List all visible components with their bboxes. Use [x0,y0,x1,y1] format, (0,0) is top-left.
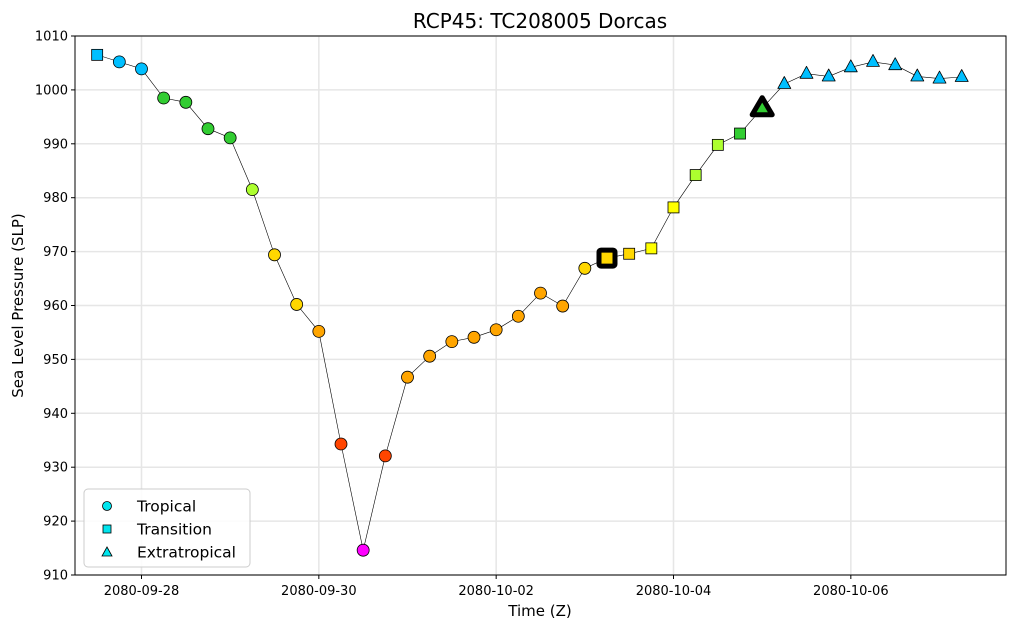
data-point [821,68,836,82]
data-point [667,201,680,214]
y-tick-label: 940 [43,407,68,422]
y-tick-label: 920 [43,515,68,530]
y-tick-label: 990 [43,137,68,152]
legend-marker [102,524,112,534]
data-point [843,59,858,73]
data-point [511,309,525,323]
data-point [489,323,503,337]
data-point [799,65,814,79]
data-point [179,95,193,109]
data-point [223,131,237,145]
data-point [312,324,326,338]
x-axis-ticks: 2080-09-28 2080-09-30 2080-10-02 2080-10-04… [104,575,889,599]
data-point [334,437,348,451]
legend-label: Extratropical [137,544,236,562]
data-point [201,122,215,136]
legend-items: Tropical Transition Extratropical [101,498,236,562]
legend: Tropical Transition Extratropical [83,488,251,568]
data-point [290,298,304,311]
data-point [445,335,459,349]
legend-marker [102,501,112,511]
data-point [401,370,414,384]
data-point [954,69,969,82]
data-point [711,138,724,151]
legend-label: Tropical [136,498,196,516]
chart-title: RCP45: TC208005 Dorcas [413,9,667,33]
track-line [97,54,962,551]
x-tick-label: 2080-10-06 [813,584,889,599]
y-tick-label: 1010 [35,30,68,45]
y-tick-label: 1000 [35,83,68,98]
x-axis-label: Time (Z) [507,602,571,620]
data-point [268,248,281,262]
data-point [866,54,880,67]
highlighted-data-point [749,95,775,118]
y-tick-label: 980 [43,191,68,206]
legend-item: Transition [102,521,212,539]
legend-label: Transition [136,521,212,539]
data-point [91,48,104,61]
legend-item: Tropical [102,498,196,516]
y-tick-label: 910 [43,569,68,584]
data-point [932,70,947,84]
y-axis-label: Sea Level Pressure (SLP) [9,213,27,398]
data-point [112,55,126,69]
x-tick-label: 2080-10-02 [458,584,534,599]
y-tick-label: 930 [43,461,68,476]
data-point [910,68,925,82]
y-tick-label: 960 [43,299,68,314]
y-tick-label: 950 [43,353,68,368]
data-point [245,183,259,197]
y-axis-ticks: 910 920 930 940 950 960 970 980 990 1000 1010 [35,30,75,584]
data-point [623,247,636,260]
data-point [689,169,702,181]
data-point [777,76,792,89]
data-point [467,330,481,344]
x-tick-label: 2080-09-28 [104,584,180,599]
highlighted-data-point [596,247,618,269]
data-point [135,62,148,76]
y-tick-label: 970 [43,245,68,260]
data-point [578,261,592,275]
legend-item: Extratropical [101,544,236,562]
data-point [356,543,370,557]
x-tick-label: 2080-10-04 [636,584,712,599]
data-point [378,449,392,463]
legend-box [83,488,251,568]
data-point [534,286,547,300]
data-points [91,48,969,557]
data-point [556,299,570,313]
legend-marker [101,546,113,557]
x-tick-label: 2080-09-30 [281,584,357,599]
data-point [423,349,437,363]
track-line-layer [97,54,962,551]
data-point [888,57,903,71]
data-point [734,127,746,140]
data-point [157,91,171,105]
data-point [645,242,658,255]
